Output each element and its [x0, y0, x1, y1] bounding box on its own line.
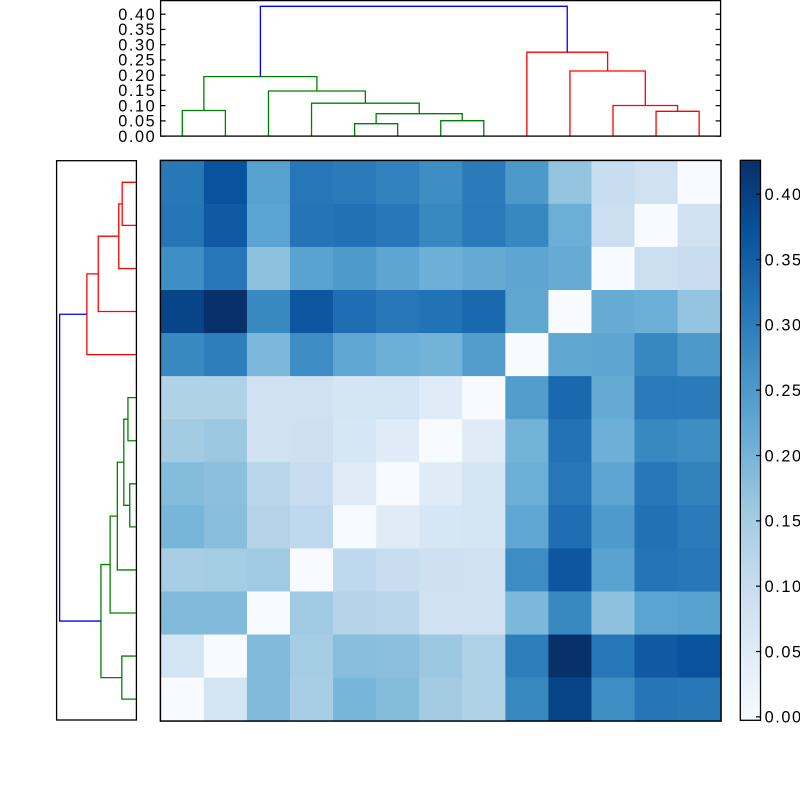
svg-text:0.35: 0.35: [118, 21, 156, 39]
svg-text:0.05: 0.05: [118, 113, 156, 131]
svg-text:0.35: 0.35: [765, 251, 800, 269]
svg-text:0.40: 0.40: [118, 6, 156, 24]
svg-text:0.00: 0.00: [765, 709, 800, 727]
svg-text:0.40: 0.40: [765, 186, 800, 204]
svg-text:0.05: 0.05: [765, 643, 800, 661]
svg-text:0.15: 0.15: [765, 513, 800, 531]
svg-text:0.30: 0.30: [765, 317, 800, 335]
svg-text:0.00: 0.00: [118, 128, 156, 146]
svg-text:0.20: 0.20: [118, 67, 156, 85]
svg-text:0.25: 0.25: [765, 382, 800, 400]
svg-text:0.30: 0.30: [118, 36, 156, 54]
svg-text:0.10: 0.10: [118, 97, 156, 115]
svg-text:0.10: 0.10: [765, 578, 800, 596]
svg-text:0.25: 0.25: [118, 52, 156, 70]
svg-text:0.20: 0.20: [765, 447, 800, 465]
svg-text:0.15: 0.15: [118, 82, 156, 100]
